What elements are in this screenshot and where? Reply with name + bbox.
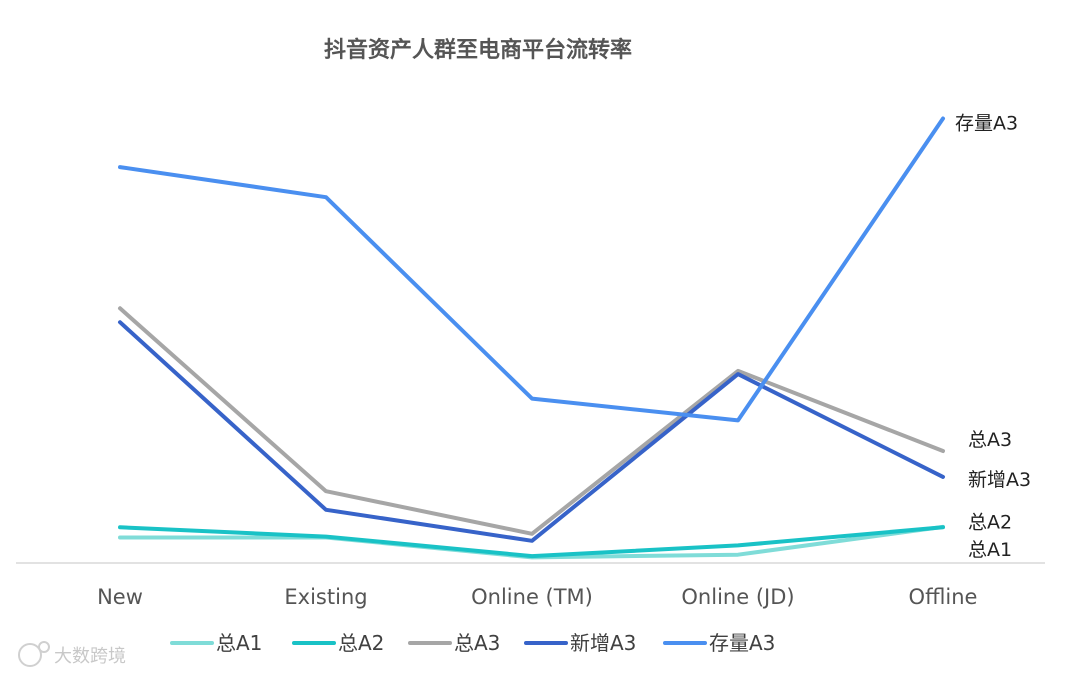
series-end-labels: 总A1 总A2 总A3 新增A3 存量A3 [955,113,1031,561]
legend-label: 总A1 [216,631,262,655]
watermark-logo-icon [18,643,42,667]
watermark-text: 大数跨境 [54,646,126,667]
series-line-4 [118,116,945,423]
series-end-label: 存量A3 [955,113,1018,135]
series-line-3 [118,320,945,543]
x-tick-label: Online (TM) [471,585,593,609]
x-tick-label: New [97,585,143,609]
chart-title: 抖音资产人群至电商平台流转率 [324,37,632,63]
legend-label: 新增A3 [570,631,636,655]
series-line-2 [118,306,945,536]
x-tick-label: Existing [284,585,367,609]
series-lines [118,116,945,560]
legend: 总A1 总A2 总A3 新增A3 存量A3 [170,631,775,655]
legend-label: 总A2 [338,631,384,655]
series-end-label: 新增A3 [968,469,1031,491]
series-line-1 [118,525,945,559]
legend-label: 总A3 [454,631,500,655]
series-end-label: 总A1 [968,539,1012,561]
series-end-label: 总A3 [968,429,1012,451]
series-end-label: 总A2 [968,511,1012,533]
watermark-logo-dot [38,641,50,653]
x-tick-label: Offline [909,585,978,609]
x-axis-ticks: New Existing Online (TM) Online (JD) Offline [97,585,977,609]
watermark: 大数跨境 [18,641,126,667]
x-tick-label: Online (JD) [681,585,794,609]
legend-label: 存量A3 [709,631,775,655]
